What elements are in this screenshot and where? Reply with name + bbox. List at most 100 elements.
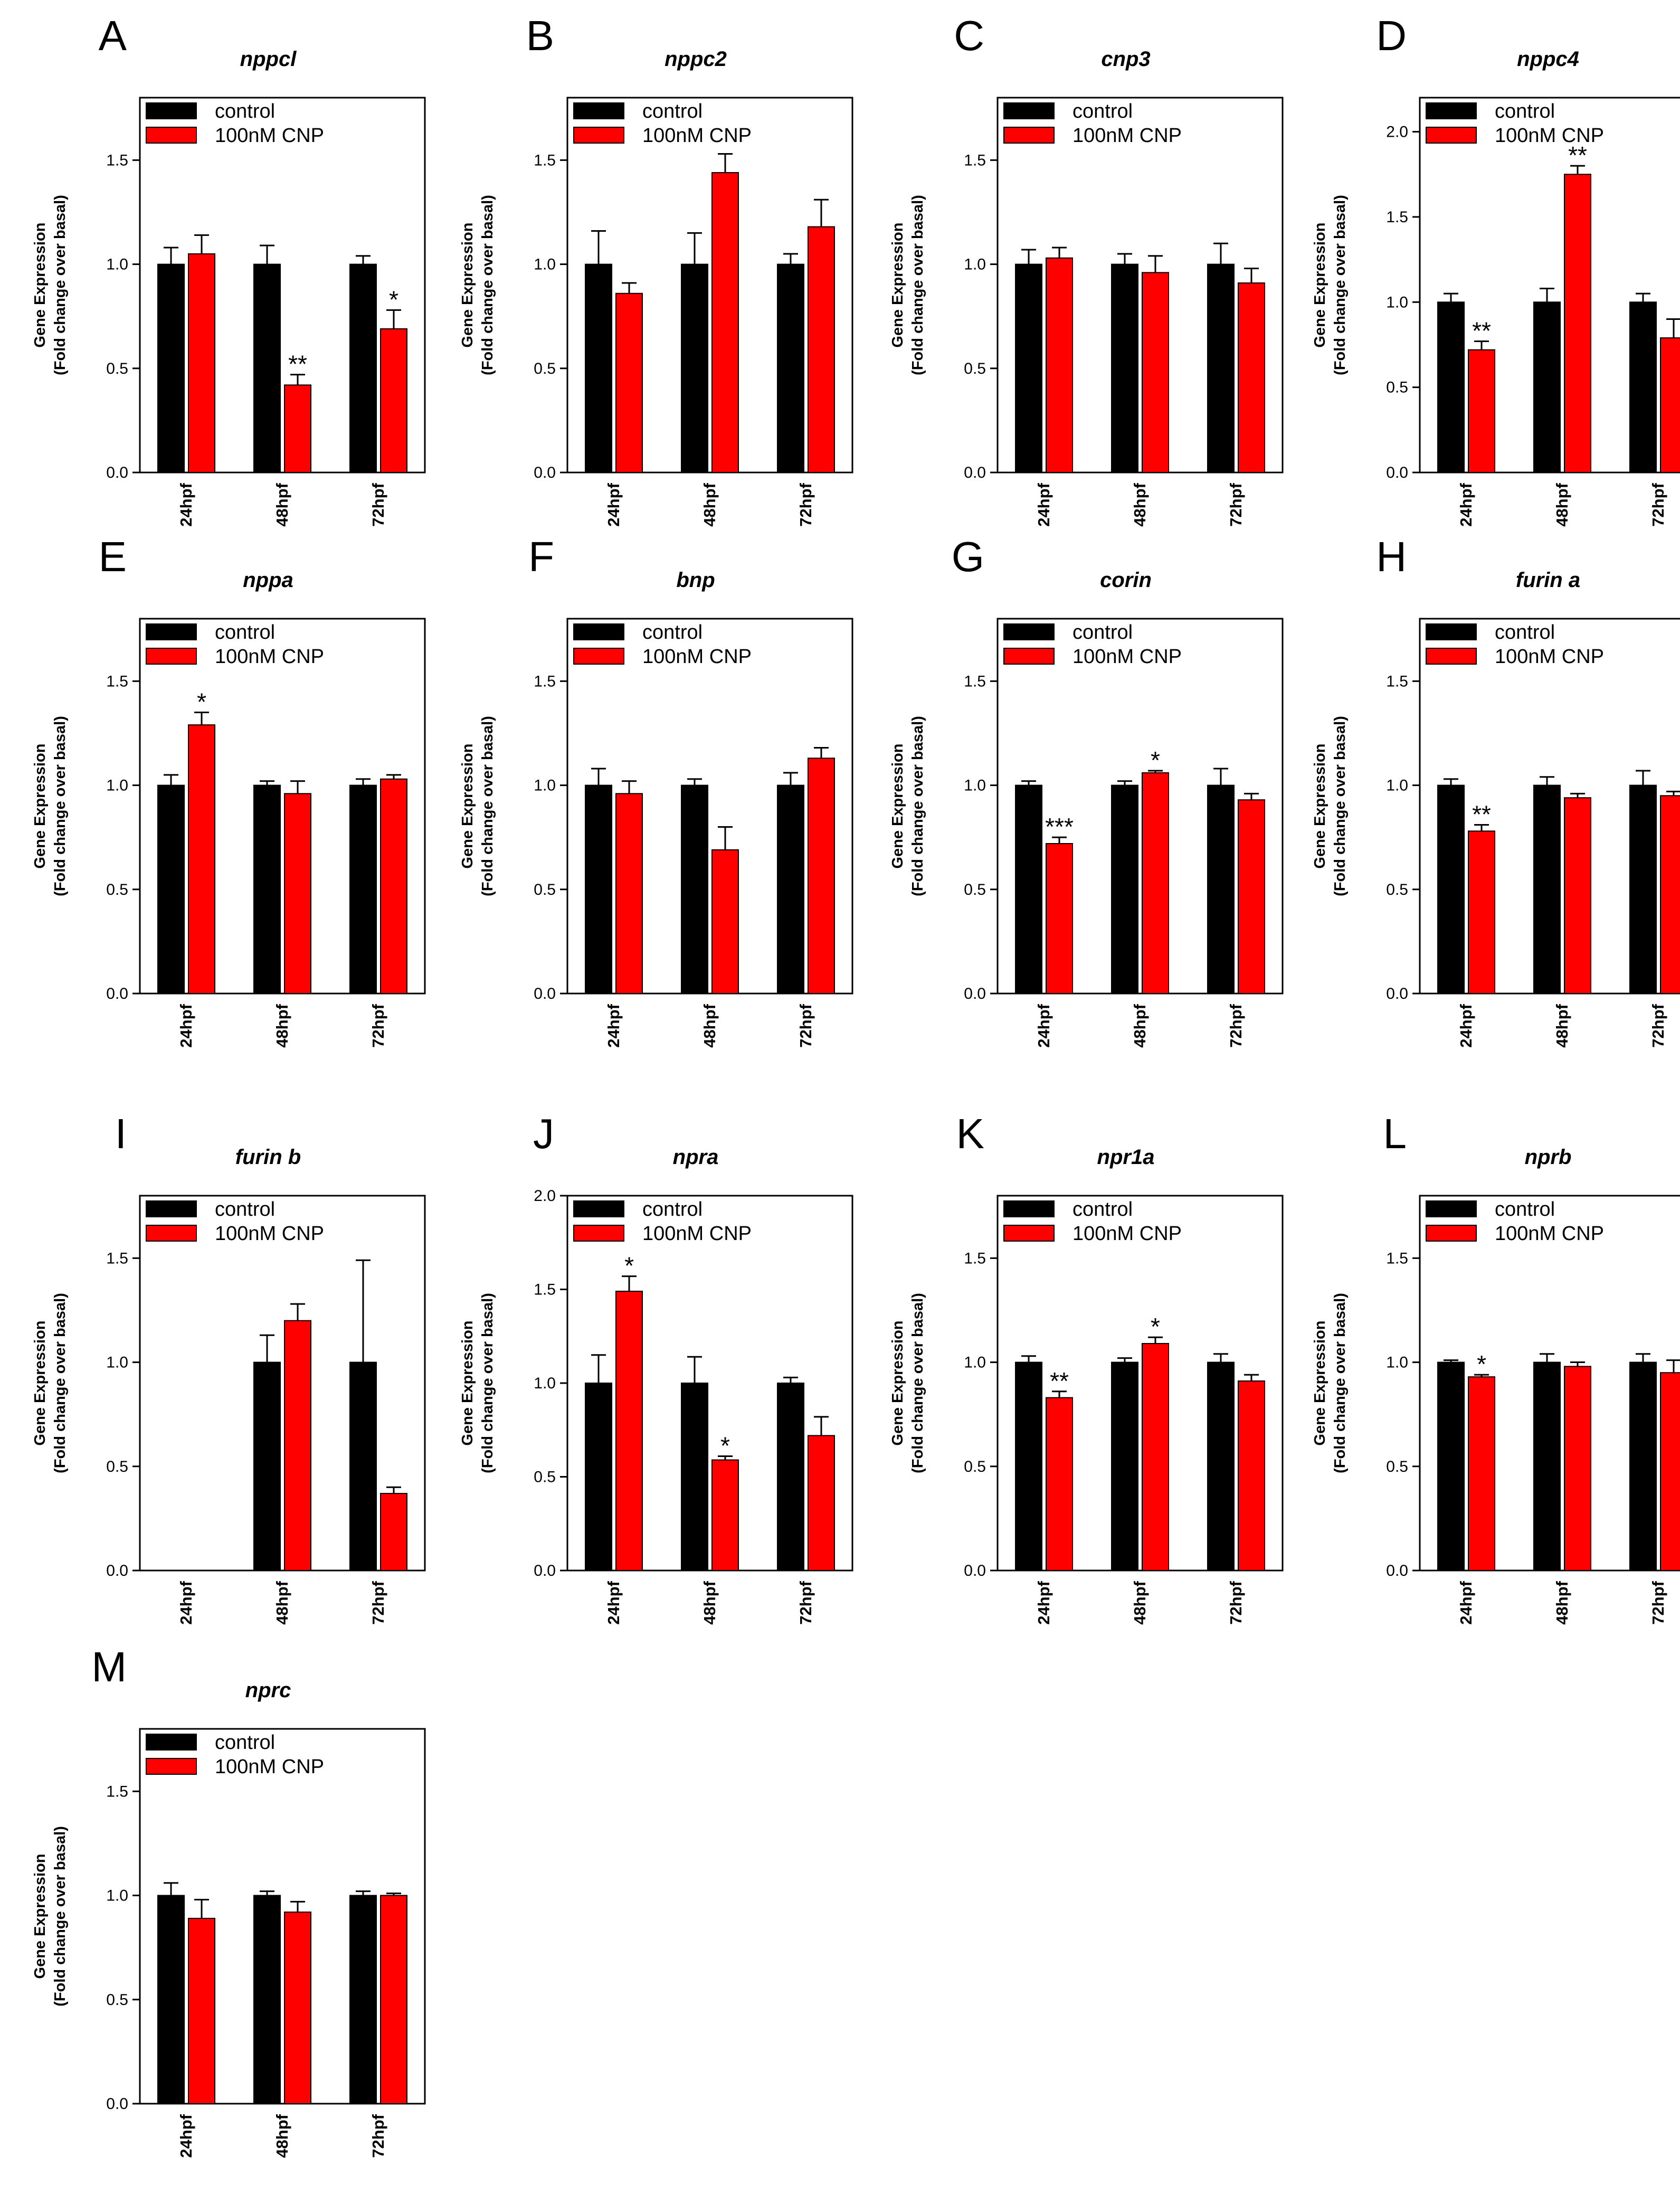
legend-swatch-control	[1426, 623, 1477, 640]
legend-label-control: control	[1495, 621, 1555, 644]
bar-cnp-48hpf	[1142, 772, 1169, 995]
y-tick-label: 1.5	[106, 673, 128, 690]
x-tick-label: 72hpf	[1649, 482, 1667, 526]
bar-cnp-72hpf	[807, 758, 835, 995]
legend-label-cnp: 100nM CNP	[215, 125, 324, 147]
significance-marker: *	[1151, 1313, 1160, 1340]
x-tick-label: 24hpf	[177, 1004, 195, 1047]
y-tick-label: 1.0	[1386, 294, 1408, 311]
axes-frame	[996, 1195, 1284, 1572]
panel-letter: H	[1376, 533, 1407, 580]
x-tick-label: 72hpf	[369, 1581, 387, 1624]
bar-control-72hpf	[349, 784, 377, 994]
y-tick-label: 0.5	[106, 1991, 128, 2009]
panel-letter: M	[91, 1643, 127, 1690]
x-tick-label: 48hpf	[700, 482, 719, 526]
x-tick-label: 24hpf	[604, 1581, 623, 1624]
x-tick-label: 24hpf	[1034, 482, 1053, 526]
x-tick-label: 24hpf	[177, 482, 195, 526]
axes-frame	[566, 97, 853, 474]
x-tick-label: 72hpf	[796, 482, 815, 526]
y-tick-label: 0.5	[964, 360, 986, 377]
panel-letter: G	[952, 533, 984, 580]
legend-label-control: control	[1072, 1198, 1133, 1221]
bar-cnp-72hpf	[1659, 337, 1680, 474]
bar-cnp-48hpf	[711, 1459, 739, 1572]
bar-control-48hpf	[1111, 784, 1138, 994]
y-tick-label: 1.0	[106, 256, 128, 273]
legend-label-cnp: 100nM CNP	[1495, 125, 1604, 147]
x-tick-label: 48hpf	[1553, 1581, 1571, 1624]
panel-letter: B	[526, 12, 554, 59]
significance-marker: **	[1472, 317, 1491, 345]
y-tick-label: 1.5	[106, 1783, 128, 1800]
bar-control-72hpf	[349, 1361, 377, 1572]
bar-cnp-72hpf	[1237, 282, 1265, 473]
legend-label-cnp: 100nM CNP	[215, 1223, 324, 1245]
significance-marker: *	[624, 1252, 634, 1280]
legend-label-control: control	[1495, 100, 1555, 122]
y-axis-label: Gene Expression (Fold change over basal)	[889, 1293, 926, 1473]
bar-control-48hpf	[253, 263, 281, 473]
legend-label-control: control	[215, 1732, 275, 1754]
bar-cnp-72hpf	[379, 1493, 407, 1572]
bar-control-48hpf	[681, 1383, 708, 1571]
panel-title: nppc2	[665, 48, 727, 71]
x-tick-label: 48hpf	[273, 1581, 291, 1624]
x-tick-label: 24hpf	[1457, 1581, 1475, 1624]
y-axis-label: Gene Expression (Fold change over basal)	[889, 195, 926, 375]
bar-cnp-24hpf	[1468, 349, 1496, 473]
y-tick-label: 0.0	[1386, 985, 1408, 1002]
bar-cnp-24hpf	[1468, 830, 1496, 995]
bar-control-24hpf	[157, 263, 185, 473]
x-tick-label: 48hpf	[1553, 482, 1571, 526]
y-axis-label: Gene Expression (Fold change over basal)	[32, 1293, 69, 1473]
legend-swatch-cnp	[146, 648, 197, 665]
legend-swatch-cnp	[1003, 648, 1055, 665]
y-tick-label: 0.5	[106, 881, 128, 898]
y-tick-label: 1.0	[106, 1887, 128, 1905]
x-tick-label: 72hpf	[1649, 1004, 1667, 1047]
y-tick-label: 1.5	[106, 1250, 128, 1267]
y-tick-label: 0.0	[106, 2095, 128, 2113]
legend-swatch-control	[146, 1734, 197, 1751]
y-tick-label: 0.0	[106, 1562, 128, 1579]
significance-marker: *	[720, 1432, 730, 1459]
x-tick-label: 72hpf	[369, 482, 387, 526]
x-tick-label: 24hpf	[1034, 1004, 1053, 1047]
bar-control-24hpf	[1437, 301, 1465, 473]
bar-cnp-48hpf	[284, 1320, 311, 1572]
y-axis-label: Gene Expression (Fold change over basal)	[32, 1826, 69, 2007]
y-tick-label: 1.5	[1386, 673, 1408, 690]
bar-control-72hpf	[776, 1383, 804, 1571]
panel-letter: C	[954, 12, 984, 59]
legend-swatch-cnp	[1426, 127, 1477, 144]
panel-title: furin b	[235, 1146, 301, 1169]
panel-title: nppa	[243, 569, 293, 592]
legend-swatch-control	[573, 623, 624, 640]
bar-control-48hpf	[253, 1361, 281, 1572]
bar-cnp-72hpf	[1237, 799, 1265, 994]
bar-cnp-72hpf	[1237, 1380, 1265, 1572]
legend-label-cnp: 100nM CNP	[1072, 125, 1182, 147]
legend-swatch-cnp	[1426, 1225, 1477, 1242]
y-axis-label: Gene Expression (Fold change over basal)	[32, 716, 69, 896]
x-tick-label: 72hpf	[369, 1004, 387, 1047]
axes-frame	[139, 618, 426, 995]
bar-cnp-72hpf	[1659, 795, 1680, 995]
panel-letter: I	[115, 1110, 127, 1157]
panel-title: npr1a	[1097, 1146, 1155, 1169]
bar-cnp-24hpf	[1046, 1397, 1074, 1571]
bar-control-48hpf	[1533, 301, 1561, 473]
x-tick-label: 72hpf	[1227, 482, 1245, 526]
y-tick-label: 1.0	[534, 1375, 556, 1392]
legend-swatch-control	[1003, 102, 1055, 119]
legend-swatch-cnp	[1426, 648, 1477, 665]
bar-control-72hpf	[776, 784, 804, 994]
